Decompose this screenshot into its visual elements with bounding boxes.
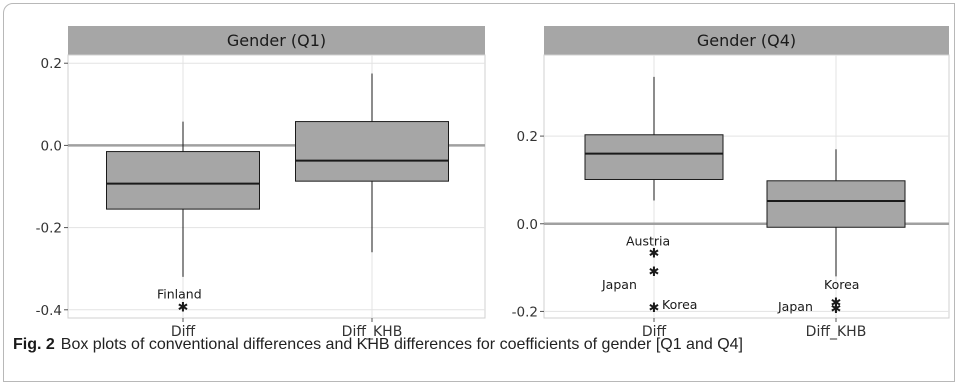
y-tick-label: 0.2 xyxy=(517,129,538,145)
outlier-label: Japan xyxy=(601,277,637,292)
y-tick-label: -0.2 xyxy=(36,221,62,237)
panel-title: Gender (Q1) xyxy=(227,31,326,50)
outlier-marker: ✱ xyxy=(649,265,660,280)
x-tick-label: Diff_KHB xyxy=(342,324,403,340)
x-tick-label: Diff_KHB xyxy=(806,324,867,340)
y-tick-label: -0.2 xyxy=(512,304,538,320)
outlier-marker: ✱ xyxy=(831,302,842,317)
outlier-marker: ✱ xyxy=(831,296,842,311)
x-tick-label: Diff xyxy=(171,324,196,340)
outlier-label: Finland xyxy=(157,286,202,301)
panel-title: Gender (Q4) xyxy=(697,31,796,50)
x-tick-label: Diff xyxy=(642,324,667,340)
panel-strip xyxy=(68,26,485,55)
outlier-marker: ✱ xyxy=(178,300,189,315)
figure-caption: Fig. 2 Box plots of conventional differen… xyxy=(13,336,943,354)
outlier-label: Korea xyxy=(824,277,859,292)
caption-text: Box plots of conventional differences an… xyxy=(60,336,743,353)
box-diff xyxy=(584,134,724,180)
y-tick-label: 0.2 xyxy=(41,56,62,72)
outlier-marker: ✱ xyxy=(649,301,660,316)
caption-label: Fig. 2 xyxy=(13,336,55,353)
y-tick-label: 0.0 xyxy=(41,138,62,154)
box-diff-khb xyxy=(295,121,449,182)
y-tick-label: -0.4 xyxy=(36,303,62,319)
box-diff-khb xyxy=(766,180,906,228)
outlier-label: Korea xyxy=(662,297,697,312)
outlier-label: Japan xyxy=(777,299,813,314)
box-diff xyxy=(106,151,260,210)
chart-panel-1: Gender (Q1) ✱Finland -0.4 -0.2 0.0 0.2 Diff Dif… xyxy=(36,26,486,340)
y-tick-label: 0.0 xyxy=(517,217,538,233)
outlier-marker: ✱ xyxy=(649,246,660,261)
chart-panel-2: Gender (Q4)✱Austria✱Japan✱ Korea ✱Korea✱Ja… xyxy=(512,26,950,340)
figure-frame xyxy=(3,3,955,382)
panel-strip xyxy=(544,26,949,55)
outlier-label: Austria xyxy=(626,233,670,248)
